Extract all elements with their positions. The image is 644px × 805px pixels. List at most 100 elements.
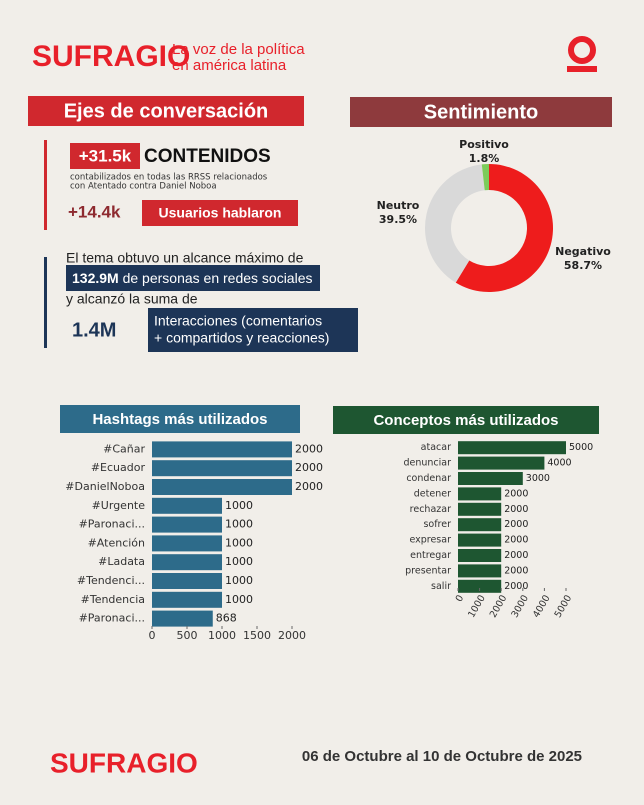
bar <box>152 591 222 608</box>
value-label: 2000 <box>504 535 528 546</box>
slice-label: Negativo <box>555 245 611 258</box>
bar <box>152 610 213 627</box>
value-label: 2000 <box>295 461 323 474</box>
stat-intro: y alcanzó la suma de <box>66 291 198 307</box>
x-tick-label: 1000 <box>208 629 236 642</box>
stat-label: Usuarios hablaron <box>159 205 282 221</box>
y-tick-label: rechazar <box>410 504 451 515</box>
bar <box>458 579 502 593</box>
bar <box>458 487 502 501</box>
stat-note: con Atentado contra Daniel Noboa <box>70 182 217 192</box>
footer-logo: SUFRAGIO <box>50 747 198 778</box>
y-tick-label: #Tendenci... <box>77 574 145 587</box>
bar <box>152 497 222 514</box>
slice-value: 1.8% <box>469 152 500 165</box>
bar <box>152 441 292 458</box>
x-tick-label: 1500 <box>243 629 271 642</box>
y-tick-label: #Paronaci... <box>79 518 145 531</box>
y-tick-label: #Paronaci... <box>79 612 145 625</box>
bar <box>458 456 545 470</box>
y-tick-label: denunciar <box>403 458 451 469</box>
value-label: 1000 <box>225 518 253 531</box>
stat-value: +14.4k <box>68 202 121 221</box>
value-label: 4000 <box>547 458 571 469</box>
bar <box>152 460 292 477</box>
bar <box>458 518 502 532</box>
slice-label: Positivo <box>459 138 509 151</box>
y-tick-label: #Urgente <box>92 499 146 512</box>
y-tick-label: #Ecuador <box>91 461 146 474</box>
accent-line <box>44 257 47 348</box>
stat-box <box>70 143 140 169</box>
stat-value: 1.4M <box>72 319 116 341</box>
y-tick-label: sofrer <box>423 519 451 530</box>
value-label: 1000 <box>225 536 253 549</box>
value-label: 2000 <box>504 581 528 592</box>
bar <box>152 479 292 495</box>
section-banner <box>350 97 612 127</box>
stat-box <box>66 265 320 291</box>
section-title: Ejes de conversación <box>64 100 269 122</box>
value-label: 2000 <box>504 565 528 576</box>
slice-label: Neutro <box>377 199 420 212</box>
tagline: La voz de la política <box>172 41 305 58</box>
value-label: 2000 <box>295 480 323 493</box>
logo-icon <box>567 36 597 72</box>
y-tick-label: expresar <box>409 535 451 546</box>
icon-bar <box>567 66 597 72</box>
value-label: 2000 <box>504 504 528 515</box>
value-label: 1000 <box>225 574 253 587</box>
tagline: en américa latina <box>172 57 287 74</box>
x-tick-label: 0 <box>149 629 156 642</box>
stat-note: contabilizados en todas las RRSS relacio… <box>70 173 268 183</box>
icon-ring <box>568 36 596 64</box>
stat-value: 132.9M <box>72 270 119 286</box>
section-title: Sentimiento <box>424 101 538 123</box>
value-label: 2000 <box>504 519 528 530</box>
bar <box>458 533 502 547</box>
logo: SUFRAGIO <box>32 40 190 73</box>
stat-label: + compartidos y reacciones) <box>154 330 329 346</box>
y-tick-label: #Cañar <box>103 442 145 455</box>
y-tick-label: #Tendencia <box>81 593 145 606</box>
bar <box>458 472 523 485</box>
pie-slice <box>481 164 489 191</box>
bar <box>458 549 502 562</box>
bar <box>458 502 502 516</box>
value-label: 2000 <box>504 550 528 561</box>
chart-banner <box>60 405 300 433</box>
bar <box>152 535 222 552</box>
y-tick-label: #DanielNoboa <box>65 480 145 493</box>
y-tick-label: #Ladata <box>98 555 145 568</box>
pie-slice <box>455 164 553 292</box>
stat-label: de personas en redes sociales <box>123 270 313 286</box>
value-label: 2000 <box>295 442 323 455</box>
chart-title: Hashtags más utilizados <box>92 411 267 428</box>
value-label: 1000 <box>225 593 253 606</box>
y-tick-label: salir <box>431 581 451 592</box>
value-label: 5000 <box>569 442 593 453</box>
value-label: 868 <box>216 612 237 625</box>
pie-slice <box>425 164 485 283</box>
value-label: 1000 <box>225 499 253 512</box>
x-tick-label: 500 <box>177 629 198 642</box>
stat-box <box>142 200 298 226</box>
slice-value: 39.5% <box>379 213 417 226</box>
chart-banner <box>333 406 599 434</box>
x-tick-label: 0 <box>454 593 467 604</box>
y-tick-label: atacar <box>421 442 451 453</box>
footer-date: 06 de Octubre al 10 de Octubre de 2025 <box>302 748 582 765</box>
y-tick-label: condenar <box>406 473 451 484</box>
x-tick-label: 2000 <box>278 629 306 642</box>
y-tick-label: presentar <box>405 565 451 576</box>
accent-line <box>44 140 47 230</box>
value-label: 3000 <box>526 473 550 484</box>
stat-line: 132.9M de personas en redes sociales <box>72 270 313 286</box>
slice-value: 58.7% <box>564 259 602 272</box>
section-banner <box>28 96 304 126</box>
y-tick-label: #Atención <box>88 536 145 549</box>
stat-box <box>148 308 358 352</box>
y-tick-label: detener <box>414 488 451 499</box>
